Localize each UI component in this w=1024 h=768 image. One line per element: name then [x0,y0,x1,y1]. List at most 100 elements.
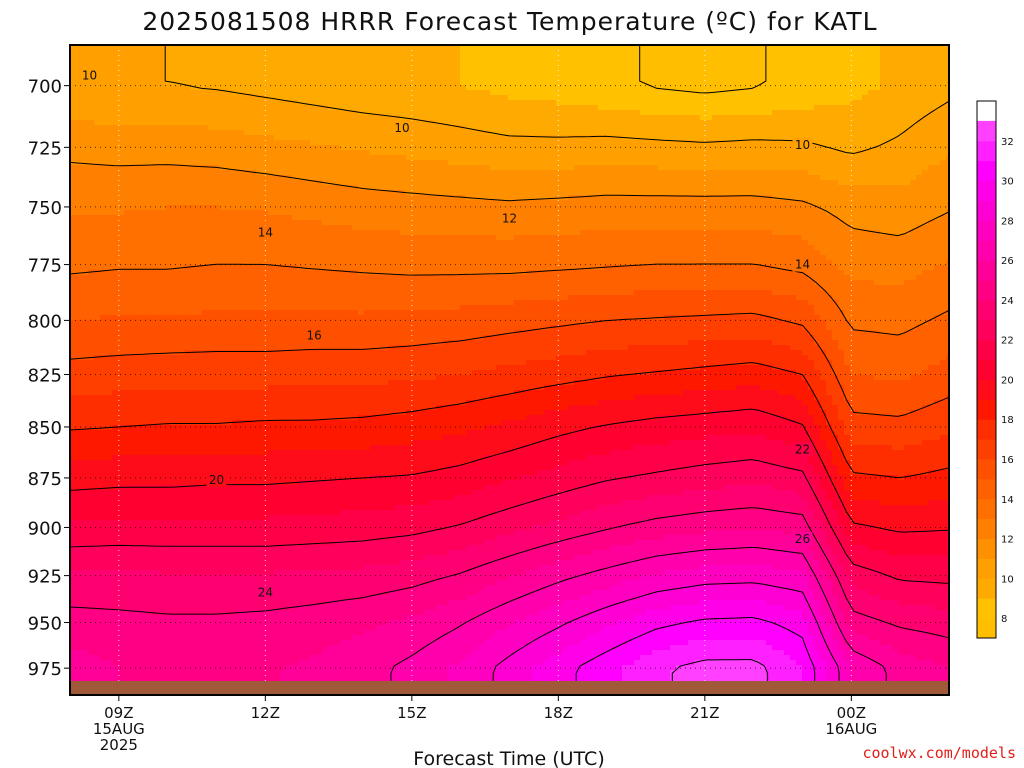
temperature-cell [748,200,755,206]
temperature-cell [844,95,851,101]
temperature-cell [724,155,731,161]
temperature-cell [208,120,215,126]
temperature-cell [586,200,593,206]
temperature-cell [370,115,377,121]
temperature-cell [706,85,713,91]
temperature-cell [502,175,509,181]
temperature-cell [784,200,791,206]
temperature-cell [766,55,773,61]
temperature-cell [310,190,317,196]
temperature-cell [718,175,725,181]
temperature-cell [280,120,287,126]
temperature-cell [604,170,611,176]
temperature-cell [226,120,233,126]
temperature-cell [748,90,755,96]
temperature-cell [178,75,185,81]
temperature-cell [598,100,605,106]
temperature-cell [250,60,257,66]
temperature-cell [142,130,149,136]
temperature-cell [268,155,275,161]
temperature-cell [808,210,815,216]
temperature-cell [760,185,767,191]
temperature-cell [802,170,809,176]
temperature-cell [664,145,671,151]
temperature-cell [316,60,323,66]
temperature-cell [220,55,227,61]
temperature-cell [802,100,809,106]
temperature-cell [646,120,653,126]
temperature-cell [376,85,383,91]
temperature-cell [724,85,731,91]
temperature-cell [940,50,947,56]
temperature-cell [832,165,839,171]
temperature-cell [148,55,155,61]
temperature-cell [658,80,665,86]
temperature-cell [778,110,785,116]
temperature-cell [388,180,395,186]
temperature-cell [778,130,785,136]
temperature-cell [286,140,293,146]
temperature-cell [526,145,533,151]
temperature-cell [472,200,479,206]
temperature-cell [142,200,149,206]
temperature-cell [190,180,197,186]
temperature-cell [640,190,647,196]
temperature-cell [742,130,749,136]
temperature-cell [214,155,221,161]
temperature-cell [292,110,299,116]
temperature-cell [940,130,947,136]
temperature-cell [790,95,797,101]
temperature-cell [676,75,683,81]
temperature-cell [490,115,497,121]
temperature-cell [514,185,521,191]
temperature-cell [862,70,869,76]
temperature-cell [760,160,767,166]
temperature-cell [220,105,227,111]
temperature-cell [826,85,833,91]
temperature-cell [442,105,449,111]
temperature-cell [688,95,695,101]
temperature-cell [364,130,371,136]
temperature-cell [310,195,317,201]
temperature-cell [910,135,917,141]
temperature-cell [568,200,575,206]
temperature-cell [106,200,113,206]
temperature-cell [778,190,785,196]
temperature-cell [436,135,443,141]
temperature-cell [490,135,497,141]
temperature-cell [178,140,185,146]
temperature-cell [226,65,233,71]
temperature-cell [346,80,353,86]
temperature-cell [292,200,299,206]
temperature-cell [430,60,437,66]
temperature-cell [148,210,155,216]
temperature-cell [394,150,401,156]
temperature-cell [628,110,635,116]
temperature-cell [328,120,335,126]
temperature-cell [538,75,545,81]
temperature-cell [226,85,233,91]
temperature-cell [418,95,425,101]
temperature-cell [130,115,137,121]
temperature-cell [418,150,425,156]
temperature-cell [424,100,431,106]
temperature-cell [802,210,809,216]
temperature-cell [832,70,839,76]
temperature-cell [844,165,851,171]
temperature-cell [256,130,263,136]
temperature-cell [718,150,725,156]
temperature-cell [856,190,863,196]
temperature-cell [682,60,689,66]
temperature-cell [562,170,569,176]
temperature-cell [772,185,779,191]
temperature-cell [88,165,95,171]
temperature-cell [436,210,443,216]
temperature-cell [916,170,923,176]
temperature-cell [838,100,845,106]
temperature-cell [130,65,137,71]
temperature-cell [820,140,827,146]
temperature-cell [400,105,407,111]
temperature-cell [532,125,539,131]
temperature-cell [580,115,587,121]
temperature-cell [526,155,533,161]
